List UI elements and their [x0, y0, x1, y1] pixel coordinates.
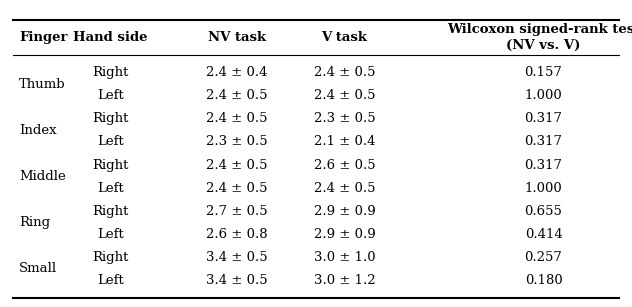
Text: Middle: Middle — [19, 170, 66, 183]
Text: 2.4 ± 0.5: 2.4 ± 0.5 — [206, 112, 268, 126]
Text: Right: Right — [92, 251, 129, 264]
Text: 1.000: 1.000 — [525, 89, 562, 103]
Text: Right: Right — [92, 158, 129, 172]
Text: Finger: Finger — [19, 31, 68, 44]
Text: Ring: Ring — [19, 216, 50, 229]
Text: 3.0 ± 1.0: 3.0 ± 1.0 — [313, 251, 375, 264]
Text: 2.3 ± 0.5: 2.3 ± 0.5 — [206, 135, 268, 149]
Text: Small: Small — [19, 262, 57, 275]
Text: 2.3 ± 0.5: 2.3 ± 0.5 — [313, 112, 375, 126]
Text: Right: Right — [92, 66, 129, 80]
Text: 2.4 ± 0.5: 2.4 ± 0.5 — [313, 66, 375, 80]
Text: 0.655: 0.655 — [525, 204, 562, 218]
Text: 0.257: 0.257 — [525, 251, 562, 264]
Text: 2.7 ± 0.5: 2.7 ± 0.5 — [206, 204, 268, 218]
Text: Left: Left — [97, 181, 124, 195]
Text: 0.414: 0.414 — [525, 227, 562, 241]
Text: 0.157: 0.157 — [525, 66, 562, 80]
Text: 2.4 ± 0.5: 2.4 ± 0.5 — [313, 89, 375, 103]
Text: 2.4 ± 0.5: 2.4 ± 0.5 — [206, 158, 268, 172]
Text: 2.1 ± 0.4: 2.1 ± 0.4 — [313, 135, 375, 149]
Text: 2.4 ± 0.5: 2.4 ± 0.5 — [206, 89, 268, 103]
Text: 3.0 ± 1.2: 3.0 ± 1.2 — [313, 274, 375, 287]
Text: 2.9 ± 0.9: 2.9 ± 0.9 — [313, 204, 375, 218]
Text: V task: V task — [322, 31, 367, 44]
Text: Right: Right — [92, 112, 129, 126]
Text: Left: Left — [97, 274, 124, 287]
Text: 2.4 ± 0.5: 2.4 ± 0.5 — [313, 181, 375, 195]
Text: Wilcoxon signed-rank test
(NV vs. V): Wilcoxon signed-rank test (NV vs. V) — [447, 23, 632, 52]
Text: Left: Left — [97, 89, 124, 103]
Text: 0.180: 0.180 — [525, 274, 562, 287]
Text: 3.4 ± 0.5: 3.4 ± 0.5 — [206, 251, 268, 264]
Text: Hand side: Hand side — [73, 31, 148, 44]
Text: 1.000: 1.000 — [525, 181, 562, 195]
Text: 0.317: 0.317 — [525, 135, 562, 149]
Text: 2.6 ± 0.5: 2.6 ± 0.5 — [313, 158, 375, 172]
Text: NV task: NV task — [208, 31, 266, 44]
Text: 0.317: 0.317 — [525, 158, 562, 172]
Text: Left: Left — [97, 227, 124, 241]
Text: Index: Index — [19, 124, 57, 137]
Text: 2.9 ± 0.9: 2.9 ± 0.9 — [313, 227, 375, 241]
Text: 0.317: 0.317 — [525, 112, 562, 126]
Text: 2.6 ± 0.8: 2.6 ± 0.8 — [206, 227, 268, 241]
Text: 2.4 ± 0.4: 2.4 ± 0.4 — [206, 66, 268, 80]
Text: 3.4 ± 0.5: 3.4 ± 0.5 — [206, 274, 268, 287]
Text: Left: Left — [97, 135, 124, 149]
Text: 2.4 ± 0.5: 2.4 ± 0.5 — [206, 181, 268, 195]
Text: Thumb: Thumb — [19, 78, 66, 91]
Text: Right: Right — [92, 204, 129, 218]
